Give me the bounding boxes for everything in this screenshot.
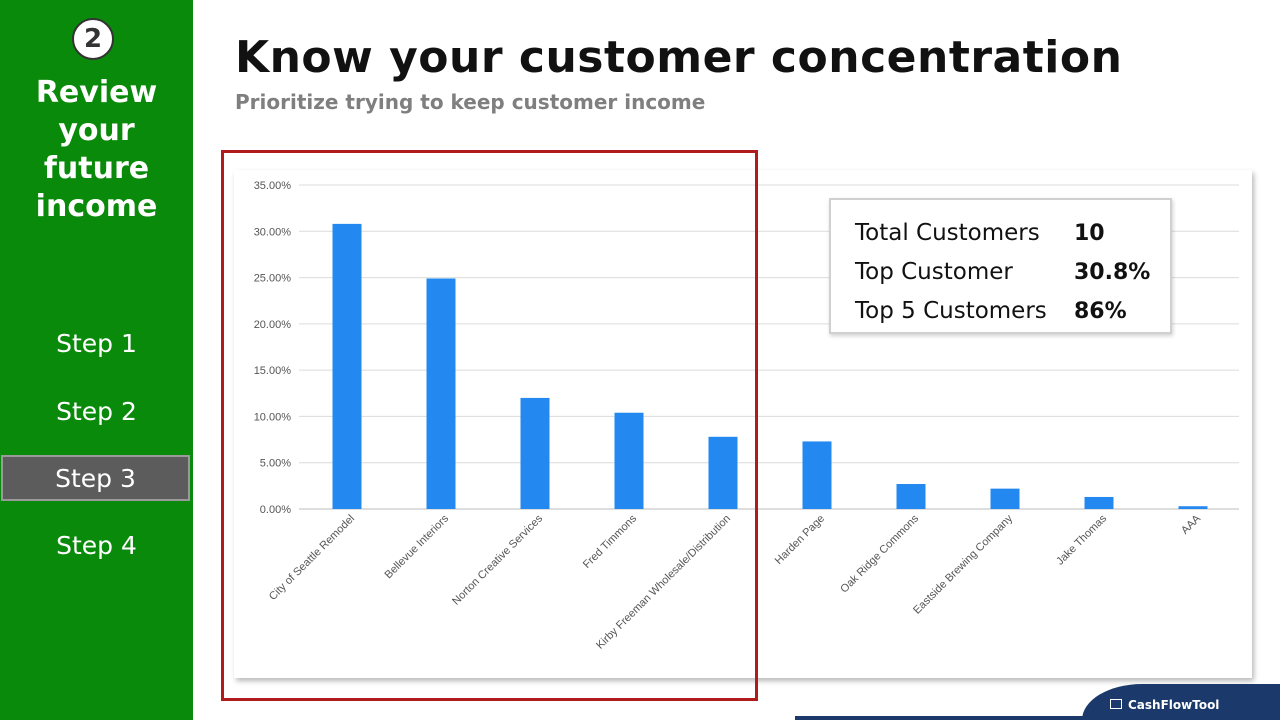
bar xyxy=(802,441,832,509)
x-tick-label: Harden Page xyxy=(773,513,827,567)
brand-swoosh xyxy=(795,716,1095,720)
y-tick-label: 0.00% xyxy=(260,504,291,516)
stat-top-customer-label: Top Customer xyxy=(855,259,1013,285)
x-tick-label: Jake Thomas xyxy=(1054,512,1109,567)
section-title-line: income xyxy=(35,189,158,224)
bar xyxy=(990,488,1020,509)
x-tick-label: City of Seattle Remodel xyxy=(267,513,357,603)
y-tick-label: 35.00% xyxy=(254,180,292,192)
y-tick-label: 15.00% xyxy=(254,365,292,377)
section-title: Review your future income xyxy=(0,74,193,226)
sidebar-item-step-1[interactable]: Step 1 xyxy=(56,329,137,358)
stat-top-five-value: 86% xyxy=(1074,299,1127,324)
stat-top-five-label: Top 5 Customers xyxy=(855,298,1047,324)
bar xyxy=(1084,496,1114,509)
y-tick-label: 10.00% xyxy=(254,411,292,423)
sidebar-item-step-4[interactable]: Step 4 xyxy=(56,531,137,560)
section-title-line: future xyxy=(43,151,150,186)
bar xyxy=(1178,506,1208,509)
bar xyxy=(426,278,456,509)
bar xyxy=(614,412,644,509)
brand-name: CashFlowTool xyxy=(1128,698,1220,712)
x-tick-label: Fred Timmons xyxy=(581,512,640,571)
step-number-badge: 2 xyxy=(72,18,114,60)
bar-chart: 0.00% 5.00% 10.00% 15.00% 20.00% 25.00% 30.00%… xyxy=(254,180,1239,652)
y-tick-label: 30.00% xyxy=(254,226,292,238)
page-title: Know your customer concentration xyxy=(235,32,1123,83)
bar xyxy=(520,397,550,509)
chart-logo-icon xyxy=(1110,699,1122,709)
x-tick-label: Bellevue Interiors xyxy=(383,512,452,581)
stats-box: Total Customers 10 Top Customer 30.8% To… xyxy=(829,198,1172,334)
sidebar-item-step-2[interactable]: Step 2 xyxy=(56,397,137,426)
stat-top-customer-value: 30.8% xyxy=(1074,260,1151,285)
x-tick-label: Norton Creative Services xyxy=(450,512,545,607)
bar xyxy=(708,436,738,509)
bar xyxy=(332,223,362,509)
stat-total-customers-label: Total Customers xyxy=(855,220,1040,246)
sidebar-item-step-3[interactable]: Step 3 xyxy=(1,455,190,501)
section-title-line: Review xyxy=(35,75,158,110)
y-tick-label: 20.00% xyxy=(254,319,292,331)
brand-logo: CashFlowTool xyxy=(1082,684,1280,720)
x-tick-label: Eastside Brewing Company xyxy=(911,512,1015,616)
x-tick-label: Oak Ridge Commons xyxy=(838,512,921,595)
y-tick-label: 25.00% xyxy=(254,273,292,285)
x-tick-label: AAA xyxy=(1179,512,1204,537)
bar xyxy=(896,484,926,509)
stat-total-customers-value: 10 xyxy=(1074,221,1105,246)
page-subtitle: Prioritize trying to keep customer incom… xyxy=(235,90,706,114)
section-title-line: your xyxy=(58,113,135,148)
sidebar: 2 Review your future income Step 1 Step … xyxy=(0,0,193,720)
y-tick-label: 5.00% xyxy=(260,458,291,470)
